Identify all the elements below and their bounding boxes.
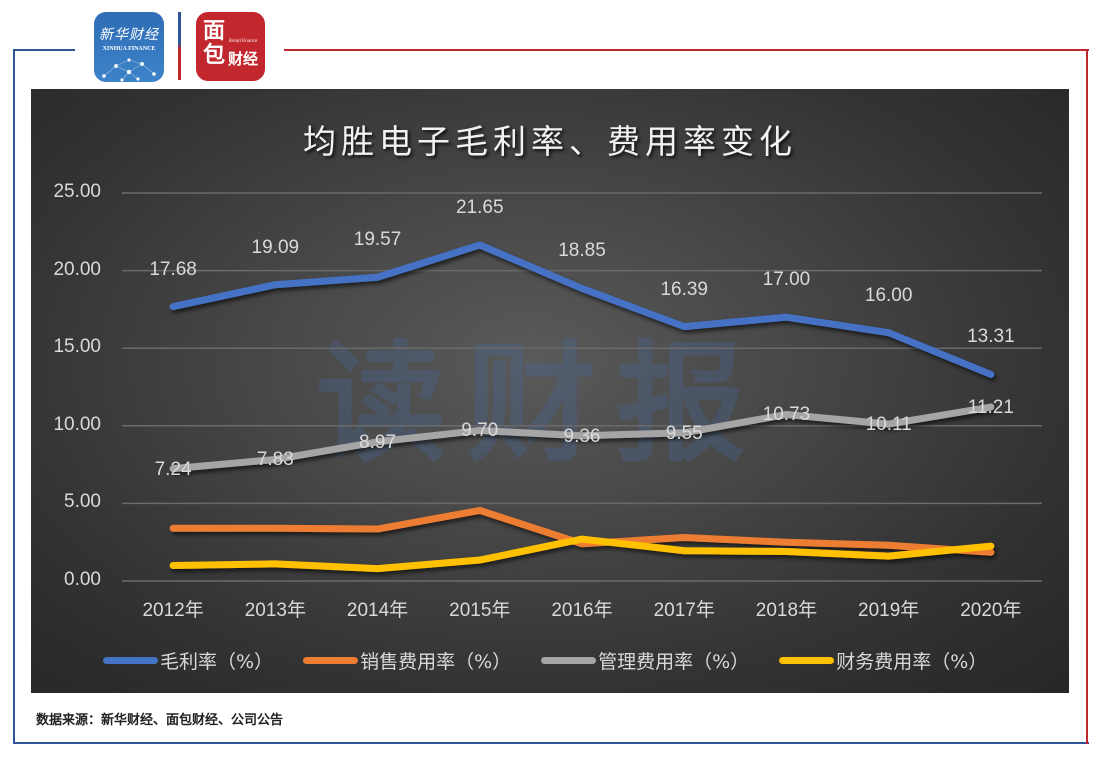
x-tick-label: 2017年 (653, 600, 715, 621)
legend-swatch-orange-icon (303, 657, 359, 664)
data-label: 9.55 (665, 422, 703, 444)
legend-label: 财务费用率（%） (836, 651, 988, 673)
legend-label: 毛利率（%） (160, 651, 274, 673)
data-label: 16.00 (864, 284, 913, 306)
x-tick-label: 2020年 (960, 600, 1022, 621)
y-tick-label: 5.00 (64, 491, 101, 513)
xinhua-logo-en: XINHUA FINANCE (102, 46, 156, 52)
series-line (169, 506, 995, 556)
data-label: 11.21 (967, 397, 1014, 419)
legend-label: 销售费用率（%） (360, 651, 512, 673)
data-label: 19.09 (251, 236, 300, 258)
data-label: 9.36 (563, 425, 601, 447)
legend-item-admin-expense: 管理费用率（%） (541, 647, 749, 674)
mianbao-logo-small: 财经 (228, 50, 259, 68)
data-label: 16.39 (660, 278, 708, 300)
legend-item-gross-margin: 毛利率（%） (103, 647, 273, 674)
data-label: 17.00 (762, 269, 811, 291)
x-tick-label: 2015年 (449, 600, 511, 621)
series-lines (169, 241, 995, 573)
chart-title: 均胜电子毛利率、费用率变化 (303, 122, 797, 161)
frame-blue-left (13, 49, 15, 744)
data-label: 8.97 (359, 431, 397, 453)
data-label: 17.68 (149, 258, 197, 280)
legend-swatch-yellow-icon (779, 657, 835, 664)
xinhua-logo-cn: 新华财经 (99, 27, 159, 43)
data-label: 10.73 (762, 404, 811, 426)
data-label: 7.83 (256, 449, 294, 471)
legend-item-finance-expense: 财务费用率（%） (779, 647, 987, 674)
gridlines (122, 192, 1042, 582)
plot-area (122, 192, 1042, 582)
y-tick-label: 0.00 (64, 569, 101, 590)
frame-blue-bottom (13, 742, 1089, 744)
series-line (169, 403, 995, 473)
x-tick-label: 2019年 (858, 600, 920, 621)
legend-swatch-gray-icon (541, 657, 597, 664)
x-tick-label: 2014年 (346, 600, 409, 621)
y-tick-label: 15.00 (53, 336, 101, 358)
legend-label: 管理费用率（%） (598, 651, 750, 673)
data-label: 9.70 (461, 420, 499, 442)
data-label: 21.65 (455, 196, 504, 218)
data-label: 18.85 (558, 240, 606, 262)
frame-blue-top (13, 49, 75, 51)
x-tick-label: 2013年 (244, 600, 306, 621)
y-tick-label: 20.00 (53, 258, 101, 280)
legend-swatch-blue-icon (103, 657, 158, 664)
chart-panel: 均胜电子毛利率、费用率变化 读财报 25.00 20.00 15.00 10.00 5.… (31, 89, 1069, 693)
x-tick-label: 2012年 (142, 600, 204, 621)
x-tick-label: 2016年 (551, 600, 613, 621)
data-label: 10.11 (865, 414, 912, 436)
mianbao-logo-tiny: Bread Finance (229, 38, 258, 43)
xinhua-finance-logo: 新华财经 XINHUA FINANCE (94, 12, 164, 82)
watermark: 读财报 (316, 328, 767, 480)
y-tick-label: 25.00 (53, 181, 101, 202)
mianbao-finance-logo: 面包 Bread Finance 财经 (196, 12, 265, 81)
data-source-note: 数据来源：新华财经、面包财经、公司公告 (36, 713, 284, 728)
data-label: 7.24 (154, 458, 192, 480)
mianbao-logo-big: 面包 (203, 19, 226, 68)
legend-item-selling-expense: 销售费用率（%） (303, 647, 511, 674)
y-tick-label: 10.00 (53, 413, 101, 435)
logo-divider (178, 12, 181, 80)
frame-red-right (1086, 49, 1088, 744)
series-line (169, 535, 995, 573)
network-dots-icon (102, 58, 156, 82)
legend: 毛利率（%） 销售费用率（%） 管理费用率（%） 财务费用率（%） (103, 647, 1017, 674)
data-label: 13.31 (967, 326, 1015, 348)
series-line (169, 241, 995, 378)
x-tick-label: 2018年 (755, 600, 818, 621)
data-label: 19.57 (353, 229, 402, 251)
frame-red-top (284, 49, 1089, 51)
